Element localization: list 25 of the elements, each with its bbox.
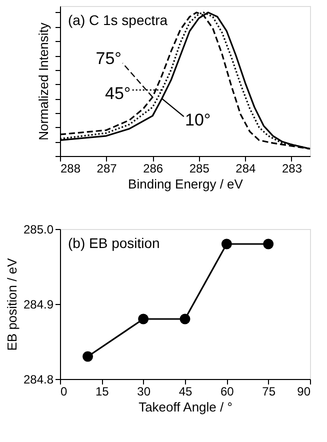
x-tick-label: 90 [297,384,311,398]
x-tick-label: 0 [60,384,68,398]
y-axis-title: EB position / eV [4,258,20,351]
legend-label: 45° [104,84,131,103]
x-tick-label: 60 [220,384,234,398]
chart-title: (b) EB position [68,235,160,251]
x-tick-label: 284 [236,162,256,176]
y-tick-label: 284.8 [23,372,54,386]
x-tick-label: 286 [143,162,164,176]
x-tick-label: 283 [282,162,302,176]
x-tick-label: 287 [96,162,118,176]
chart-title: (a) C 1s spectra [68,12,168,28]
x-tick-label: 288 [60,162,81,176]
text: 75° [96,49,122,68]
x-tick-label: 15 [95,384,110,398]
y-tick-label: 285.0 [23,222,54,236]
y-axis-title: Normalized Intensity [36,22,51,140]
x-tick-label: 75 [262,384,276,398]
x-axis-title: Takeoff Angle / ° [138,400,232,414]
x-axis-title: Binding Energy / eV [128,176,244,192]
x-tick-label: 30 [137,384,151,398]
legend-label: 10° [184,110,211,130]
x-tick-label: 45 [178,384,192,398]
x-tick-label: 285 [189,162,210,176]
y-tick-label: 284.9 [23,298,54,312]
